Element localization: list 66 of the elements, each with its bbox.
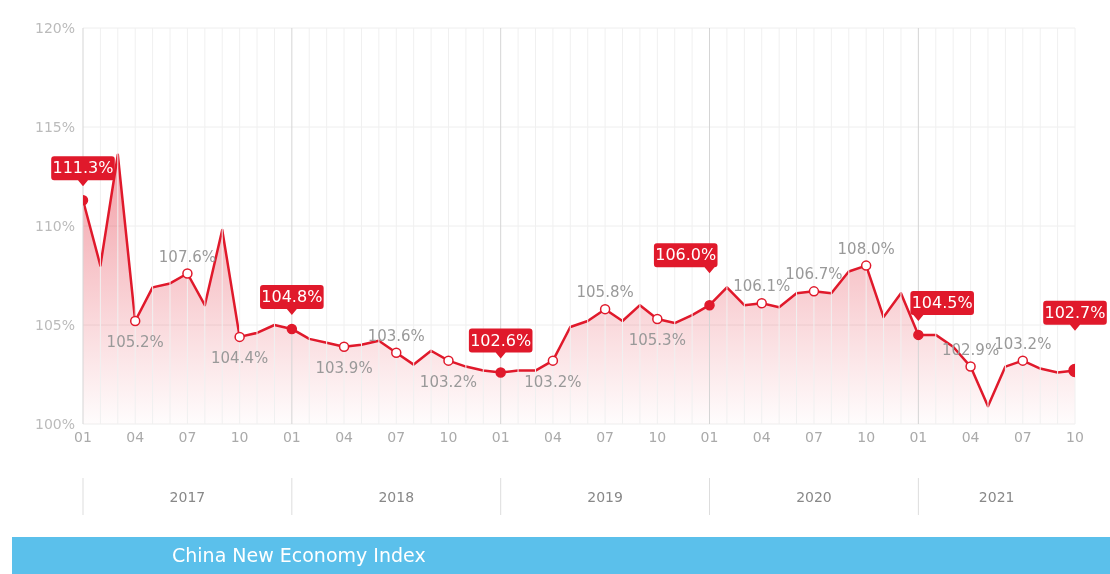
point	[860, 260, 872, 271]
point	[599, 303, 611, 315]
data-label: 105.3%	[628, 331, 686, 350]
data-label: 108.0%	[837, 239, 895, 258]
point	[338, 341, 350, 353]
x-tick-label: 01	[700, 428, 719, 445]
text: 2019	[587, 489, 623, 505]
point	[391, 347, 402, 358]
data-label: 104.8%	[261, 286, 323, 306]
x-tick-label: 07	[1013, 428, 1032, 445]
point	[704, 299, 715, 311]
point	[1017, 355, 1029, 366]
y-tick-label: 115%	[34, 118, 75, 135]
x-tick-label: 07	[178, 428, 197, 445]
x-tick-label: 10	[230, 428, 249, 445]
data-label: 105.2%	[106, 333, 164, 352]
data-label: 106.0%	[655, 245, 717, 265]
text: China New Economy Index	[12, 537, 1110, 574]
data-label: 103.6%	[367, 326, 425, 345]
x-tick-label: 04	[752, 428, 771, 445]
data-label: 106.7%	[785, 265, 843, 284]
data-label: 103.9%	[315, 358, 373, 377]
point	[547, 355, 559, 366]
data-label: 104.5%	[911, 292, 973, 312]
x-tick-label: 01	[74, 428, 92, 445]
point	[965, 361, 976, 372]
text: 2017	[169, 489, 206, 505]
x-tick-label: 01	[909, 428, 928, 445]
x-tick-label: 10	[648, 428, 667, 445]
data-label: 102.6%	[470, 330, 532, 350]
x-tick-label: 07	[805, 428, 823, 445]
data-label: 103.2%	[524, 372, 582, 391]
y-tick-label: 100%	[34, 415, 75, 432]
point	[495, 367, 506, 378]
point	[234, 331, 245, 343]
point	[129, 315, 141, 327]
point	[756, 297, 767, 309]
x-tick-label: 04	[126, 428, 145, 445]
data-label: 111.3%	[52, 158, 114, 178]
point	[286, 323, 298, 335]
x-tick-label: 07	[387, 428, 406, 445]
x-tick-label: 10	[857, 428, 876, 445]
x-tick-label: 10	[1066, 428, 1084, 445]
x-tick-label: 04	[335, 428, 354, 445]
x-tick-label: 01	[282, 428, 301, 445]
point	[443, 355, 454, 366]
text: 2020	[796, 489, 832, 505]
x-tick-label: 04	[543, 428, 562, 445]
point	[182, 268, 193, 279]
point	[652, 313, 663, 325]
point	[913, 329, 924, 341]
text: 2018	[378, 489, 415, 505]
x-tick-label: 10	[439, 428, 458, 445]
point	[808, 286, 820, 297]
data-label: 102.7%	[1044, 302, 1106, 322]
data-label: 105.8%	[576, 283, 634, 302]
y-tick-label: 120%	[34, 19, 75, 36]
data-label: 107.6%	[158, 247, 217, 266]
y-tick-label: 110%	[34, 217, 75, 234]
x-tick-label: 07	[596, 428, 615, 445]
x-tick-label: 04	[961, 428, 980, 445]
data-label: 104.4%	[211, 348, 269, 367]
data-label: 103.2%	[419, 372, 478, 391]
x-tick-label: 01	[491, 428, 510, 445]
text: 2021	[978, 489, 1015, 505]
y-tick-label: 105%	[34, 316, 75, 333]
